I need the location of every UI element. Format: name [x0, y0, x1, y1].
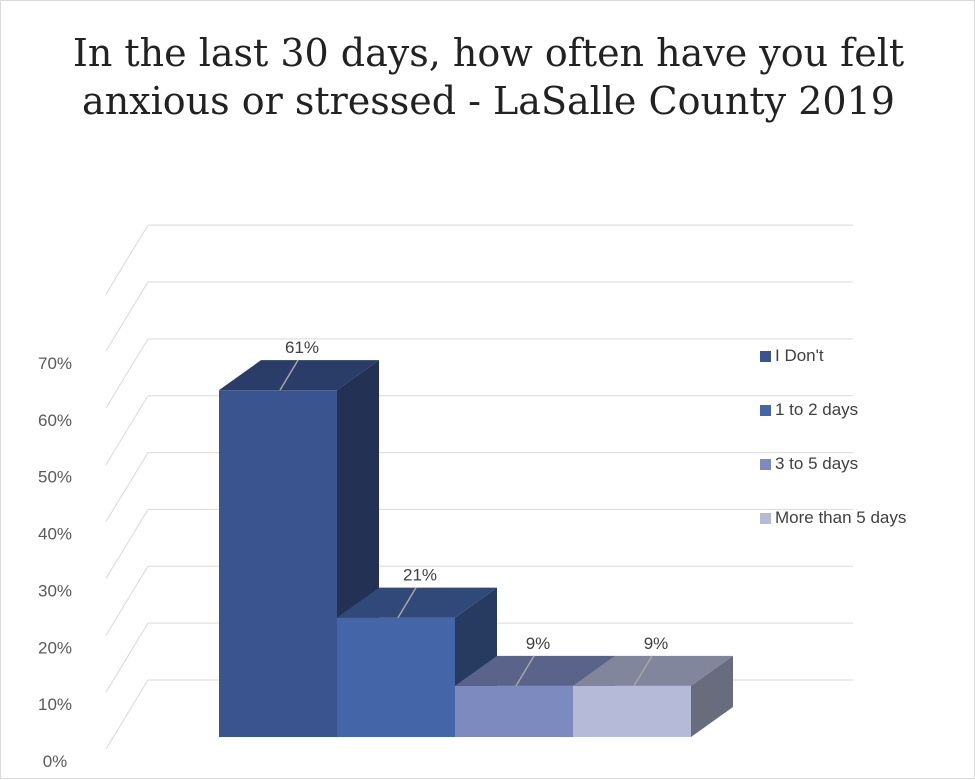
- chart-legend: I Don't 1 to 2 days 3 to 5 days More tha…: [760, 329, 970, 545]
- bar-top: [337, 587, 497, 618]
- bar-side: [691, 655, 733, 737]
- y-tick-label: 30%: [38, 581, 72, 600]
- legend-item-3-to-5-days: 3 to 5 days: [760, 437, 970, 491]
- y-tick-label: 0%: [43, 752, 68, 771]
- legend-label: I Don't: [775, 346, 824, 365]
- data-label: 21%: [403, 566, 437, 585]
- bar-front: [219, 390, 337, 737]
- data-label: 9%: [644, 634, 669, 653]
- bar-front: [573, 685, 691, 737]
- data-label-leader: [633, 655, 653, 687]
- chart-title: In the last 30 days, how often have you …: [72, 31, 905, 123]
- legend-swatch: [760, 350, 771, 362]
- data-label: 61%: [285, 338, 319, 357]
- data-label-leader: [515, 655, 535, 687]
- legend-label: 3 to 5 days: [775, 454, 859, 473]
- bar-front: [455, 685, 573, 737]
- side-gridline: [105, 395, 149, 465]
- y-tick-label: 40%: [38, 525, 72, 544]
- data-label: 9%: [526, 634, 551, 653]
- bar-front: [337, 617, 455, 737]
- y-tick-label: 50%: [38, 468, 72, 487]
- bar-top: [219, 360, 379, 391]
- legend-swatch: [760, 512, 771, 524]
- legend-label: 1 to 2 days: [775, 400, 859, 419]
- bar-top: [573, 655, 733, 686]
- side-gridline: [105, 679, 149, 750]
- data-label-leader: [397, 587, 417, 618]
- y-tick-label: 20%: [38, 638, 72, 657]
- side-gridline: [105, 566, 149, 636]
- side-gridline: [105, 509, 149, 579]
- side-gridline: [105, 622, 149, 693]
- legend-item-1-to-2-days: 1 to 2 days: [760, 383, 970, 437]
- side-gridline: [105, 281, 149, 352]
- data-label-leader: [279, 359, 299, 391]
- legend-item-more-than-5-days: More than 5 days: [760, 491, 970, 545]
- side-gridline: [105, 224, 149, 295]
- y-tick-label: 60%: [38, 411, 72, 430]
- legend-item-i-dont: I Don't: [760, 329, 970, 383]
- y-tick-label: 70%: [38, 354, 72, 373]
- y-tick-label: 10%: [38, 695, 72, 714]
- legend-swatch: [760, 458, 771, 470]
- side-gridline: [105, 452, 149, 522]
- legend-label: More than 5 days: [775, 508, 907, 527]
- side-gridline: [105, 338, 149, 409]
- bar-top: [455, 655, 615, 686]
- legend-swatch: [760, 404, 771, 416]
